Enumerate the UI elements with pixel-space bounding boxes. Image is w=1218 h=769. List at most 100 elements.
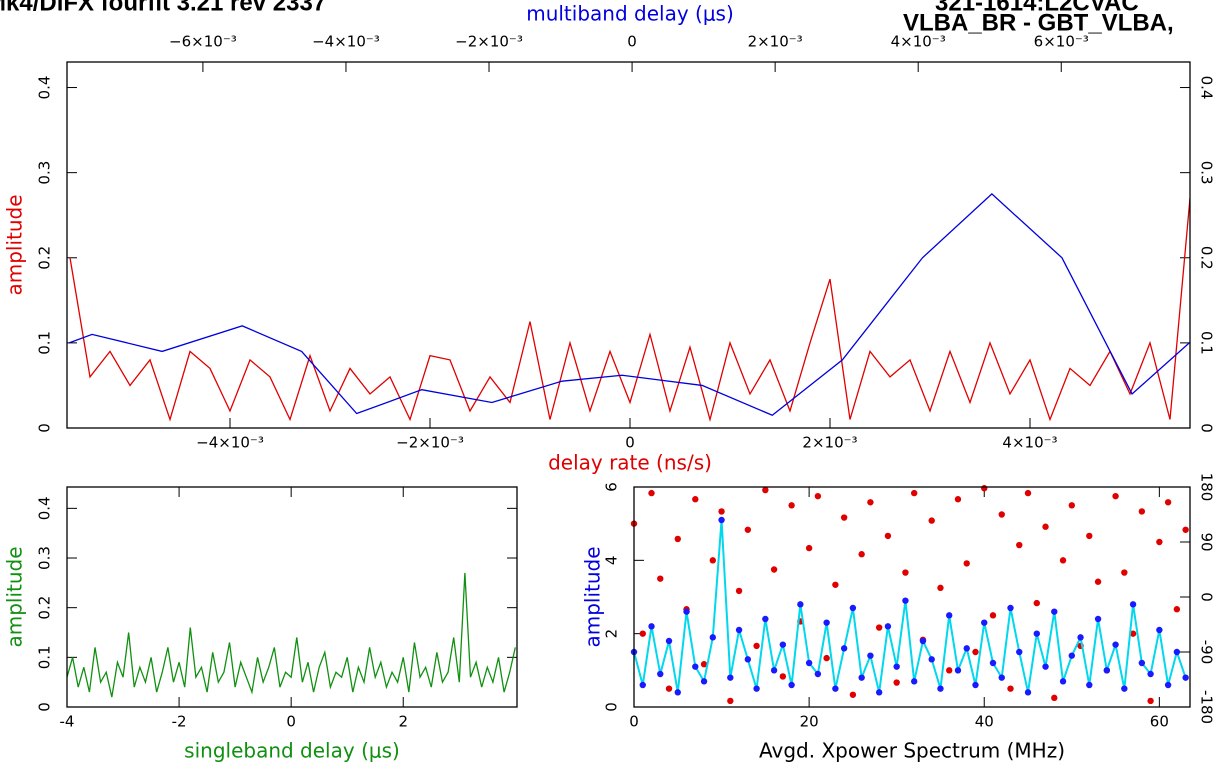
point [1182, 674, 1189, 681]
plot-frame [633, 486, 1191, 708]
point [700, 661, 708, 668]
point [1147, 697, 1154, 705]
point [814, 492, 822, 500]
y-tick-label-right: 0.3 [1198, 161, 1216, 185]
point [1077, 634, 1084, 641]
x-tick-label: 40 [975, 713, 994, 731]
point [937, 685, 944, 692]
point [1086, 681, 1093, 689]
x-axis-title: Avgd. Xpower Spectrum (MHz) [759, 739, 1065, 763]
x-tick-label: 2 [398, 713, 408, 731]
point [744, 526, 752, 533]
x-tick-label: 60 [1150, 713, 1169, 731]
y-tick-label: 0 [36, 423, 54, 433]
point [893, 679, 900, 686]
point [709, 634, 717, 641]
point [718, 508, 725, 515]
x2-tick-label: 2×10⁻³ [748, 33, 803, 51]
y-tick-label: 0.1 [36, 331, 54, 355]
point [919, 637, 927, 645]
point [1068, 502, 1075, 509]
point [884, 623, 892, 630]
point [963, 645, 970, 652]
point [893, 663, 900, 670]
point [1024, 689, 1032, 696]
point [1173, 606, 1181, 613]
point [639, 630, 646, 637]
point [727, 697, 734, 705]
point [639, 681, 646, 689]
x-tick-label: −2×10⁻³ [396, 434, 464, 452]
point [674, 535, 681, 543]
point [1016, 541, 1023, 549]
point [648, 489, 655, 497]
y2-tick-label: 0 [1198, 592, 1216, 602]
point [902, 597, 909, 604]
point [1016, 648, 1023, 656]
point [1059, 557, 1067, 564]
x2-tick-label: 0 [627, 33, 637, 51]
series-line [69, 198, 1190, 422]
point [779, 641, 787, 648]
point [665, 637, 673, 645]
header-right-top: 321-1614:L2CVAC [935, 0, 1139, 16]
x-tick-label: 0 [629, 713, 639, 731]
point [797, 601, 804, 608]
point [972, 648, 979, 656]
point [910, 678, 918, 685]
x2-tick-label: −4×10⁻³ [312, 33, 380, 51]
point [998, 674, 1005, 681]
point [1042, 663, 1049, 670]
y-tick-label: 2 [603, 629, 621, 639]
point [1112, 492, 1119, 500]
point [692, 663, 699, 670]
point [875, 624, 883, 631]
point [884, 532, 892, 540]
x2-tick-label: 4×10⁻³ [891, 33, 946, 51]
point [989, 612, 997, 619]
x2-tick-label: −2×10⁻³ [455, 33, 523, 51]
y2-tick-label: -90 [1198, 640, 1216, 665]
y-axis-title: amplitude [581, 546, 605, 647]
x2-tick-label: 6×10⁻³ [1034, 33, 1089, 51]
point [788, 681, 795, 689]
point [657, 670, 664, 678]
y-tick-label: 0.4 [36, 76, 54, 100]
point [753, 642, 760, 650]
point [1182, 526, 1189, 533]
point [840, 645, 848, 652]
series-line [634, 519, 1187, 693]
point [727, 674, 734, 681]
x-tick-label: 2×10⁻³ [802, 434, 857, 452]
point [875, 689, 883, 696]
point [779, 673, 787, 680]
y-tick-label-right: 0.4 [1198, 76, 1216, 100]
point [981, 485, 988, 492]
point [788, 502, 795, 509]
point [1164, 499, 1172, 506]
series-line [68, 193, 1190, 416]
y-tick-label: 4 [603, 556, 621, 566]
point [823, 619, 830, 626]
point [849, 691, 857, 698]
point [1033, 630, 1040, 637]
point [709, 557, 717, 564]
point [735, 587, 743, 595]
plot-frame [66, 486, 518, 708]
point [762, 615, 769, 623]
point [735, 626, 743, 634]
point [902, 569, 909, 576]
point [937, 584, 944, 592]
point [946, 667, 953, 674]
point [910, 489, 918, 497]
point [770, 667, 778, 674]
x-tick-label: -4 [60, 713, 75, 731]
point [1042, 523, 1049, 530]
point [1007, 685, 1014, 692]
y-tick-label: 0.4 [36, 496, 54, 520]
y-tick-label: 0 [36, 702, 54, 712]
x-axis-title: delay rate (ns/s) [548, 451, 712, 475]
series-line [67, 572, 516, 698]
point [1094, 615, 1102, 623]
